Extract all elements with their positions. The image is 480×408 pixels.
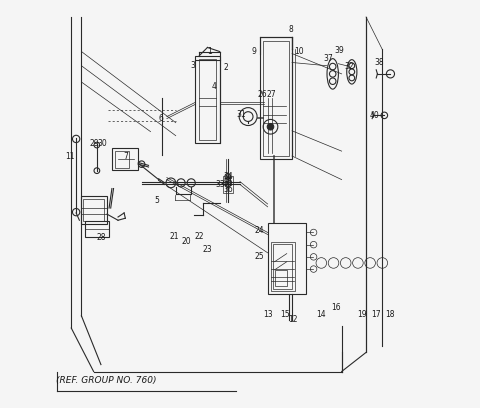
Text: 27: 27 [267,90,276,99]
Text: 2: 2 [223,63,228,72]
Text: 34: 34 [223,172,233,181]
Text: 36: 36 [223,185,233,194]
Bar [223,176,233,193]
Text: 40: 40 [370,111,380,120]
Bar [112,148,138,170]
Bar [263,40,289,156]
Text: 20: 20 [181,237,191,246]
Text: 24: 24 [255,226,264,235]
Text: 8: 8 [288,24,293,33]
Text: 7: 7 [123,151,128,160]
Text: 25: 25 [255,253,264,262]
Text: 29: 29 [90,139,99,149]
Text: 19: 19 [357,310,367,319]
Text: 11: 11 [65,151,75,160]
Text: 18: 18 [386,310,395,319]
Text: 16: 16 [331,303,340,312]
Text: 28: 28 [96,233,106,242]
Text: 32: 32 [344,62,354,71]
Text: 22: 22 [194,232,204,241]
Bar [84,221,109,237]
Bar [273,244,292,289]
Text: 30: 30 [98,139,108,149]
Text: 6: 6 [158,114,163,123]
Text: 37: 37 [324,54,334,63]
Text: 35: 35 [223,178,233,187]
Text: 15: 15 [280,310,289,319]
Text: (REF. GROUP NO. 760): (REF. GROUP NO. 760) [56,376,156,386]
Circle shape [267,124,274,130]
Bar [199,59,216,140]
Bar [195,55,220,143]
Text: 10: 10 [294,47,304,56]
Text: 33: 33 [216,180,225,189]
Bar [84,199,104,221]
Text: 3: 3 [191,61,196,70]
Text: 26: 26 [258,90,267,99]
Text: 23: 23 [203,245,212,254]
Text: 12: 12 [288,315,298,324]
Bar [260,37,292,159]
Text: 31: 31 [236,110,246,119]
Bar [275,270,287,286]
Text: 1: 1 [207,47,212,56]
Text: 21: 21 [169,232,179,241]
Text: 38: 38 [374,58,384,67]
Text: 14: 14 [316,310,326,319]
Text: 5: 5 [154,196,159,205]
Text: 13: 13 [264,310,273,319]
Text: 4: 4 [211,82,216,91]
Bar [271,242,295,291]
Text: 39: 39 [335,46,345,55]
Bar [115,151,129,168]
Text: 9: 9 [252,47,257,56]
Bar [81,196,107,224]
Text: 17: 17 [372,310,381,319]
Bar [268,223,306,294]
